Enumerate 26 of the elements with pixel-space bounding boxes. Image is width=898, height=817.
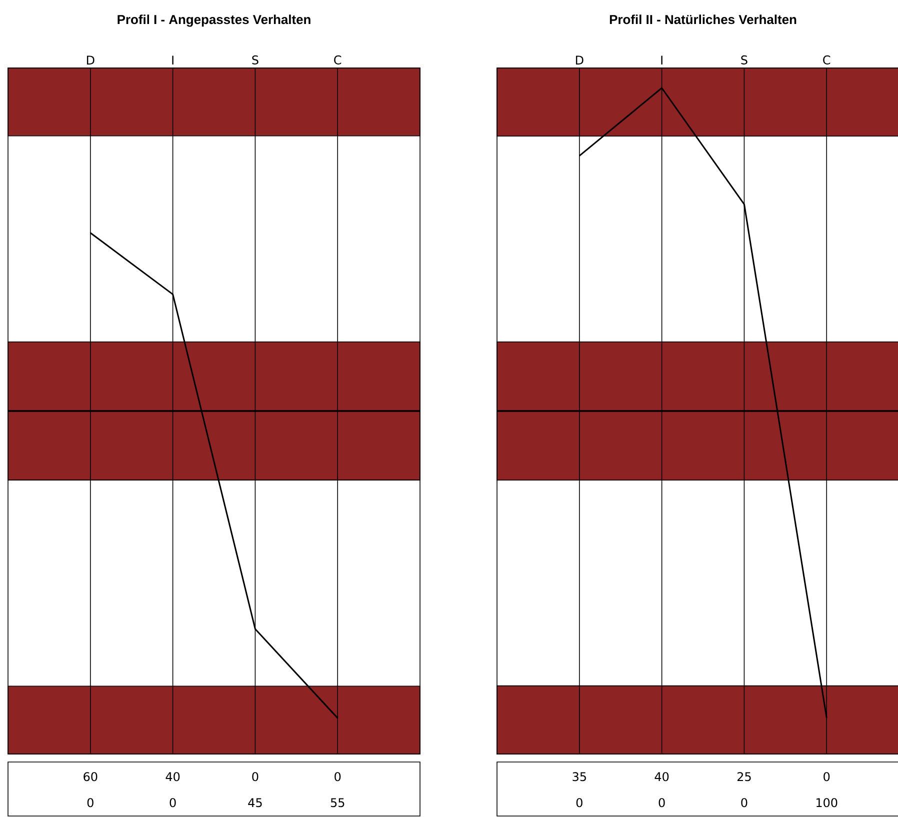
text: 0: [824, 772, 830, 782]
text: 0: [170, 798, 176, 808]
text: 100: [816, 798, 838, 808]
text: 0: [87, 798, 94, 808]
text: 0: [334, 772, 341, 782]
x-tick-label: S: [252, 55, 258, 64]
x-tick-label: I: [661, 56, 662, 64]
x-tick-label: S: [741, 55, 748, 64]
x-tick-label: I: [172, 56, 174, 64]
text: 0: [741, 798, 748, 808]
text: 40: [654, 772, 669, 782]
chart-title: Profil I - Angepasstes Verhalten: [118, 14, 310, 27]
text: 55: [330, 798, 344, 808]
text: 45: [248, 798, 262, 808]
chart-title: Profil II - Natürliches Verhalten: [610, 14, 796, 24]
text: 0: [576, 798, 582, 808]
x-tick-label: D: [86, 56, 94, 64]
x-tick-label: C: [334, 55, 342, 64]
text: 35: [572, 772, 586, 782]
text: 40: [166, 772, 180, 782]
text: 0: [658, 798, 665, 808]
x-tick-label: C: [823, 55, 830, 64]
text: 25: [737, 772, 751, 782]
text: 60: [84, 772, 98, 782]
text: 0: [252, 772, 258, 782]
x-tick-label: D: [576, 56, 584, 64]
